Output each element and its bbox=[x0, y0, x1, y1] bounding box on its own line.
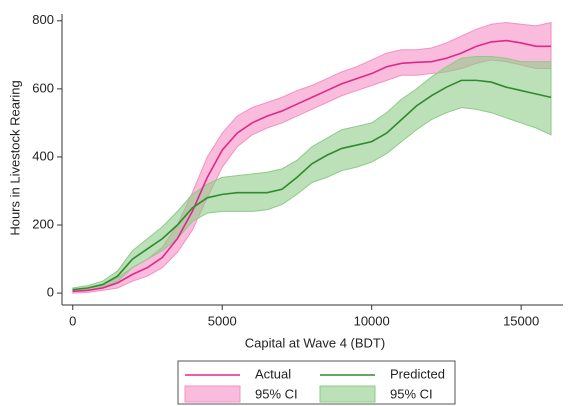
y-tick-label: 0 bbox=[47, 285, 54, 300]
x-axis-title: Capital at Wave 4 (BDT) bbox=[245, 335, 385, 350]
legend-box bbox=[177, 360, 456, 405]
x-tick-label: 5000 bbox=[208, 313, 237, 328]
legend-label: 95% CI bbox=[255, 386, 298, 401]
line bbox=[72, 79, 552, 291]
x-tick-label: 10000 bbox=[354, 313, 390, 328]
y-tick-label: 600 bbox=[32, 80, 54, 95]
ci-band bbox=[72, 56, 552, 292]
y-tick-label: 800 bbox=[32, 12, 54, 27]
y-axis-title: Hours in Livestock Rearing bbox=[7, 80, 22, 235]
legend-swatch bbox=[184, 385, 241, 403]
line bbox=[72, 39, 552, 293]
x-tick-label: 0 bbox=[69, 313, 76, 328]
x-tick-label: 15000 bbox=[503, 313, 539, 328]
legend-label: 95% CI bbox=[390, 386, 433, 401]
y-tick-label: 200 bbox=[32, 216, 54, 231]
legend-label: Actual bbox=[255, 366, 291, 381]
y-tick-label: 400 bbox=[32, 148, 54, 163]
legend-swatch bbox=[319, 385, 376, 403]
legend-label: Predicted bbox=[390, 366, 445, 381]
